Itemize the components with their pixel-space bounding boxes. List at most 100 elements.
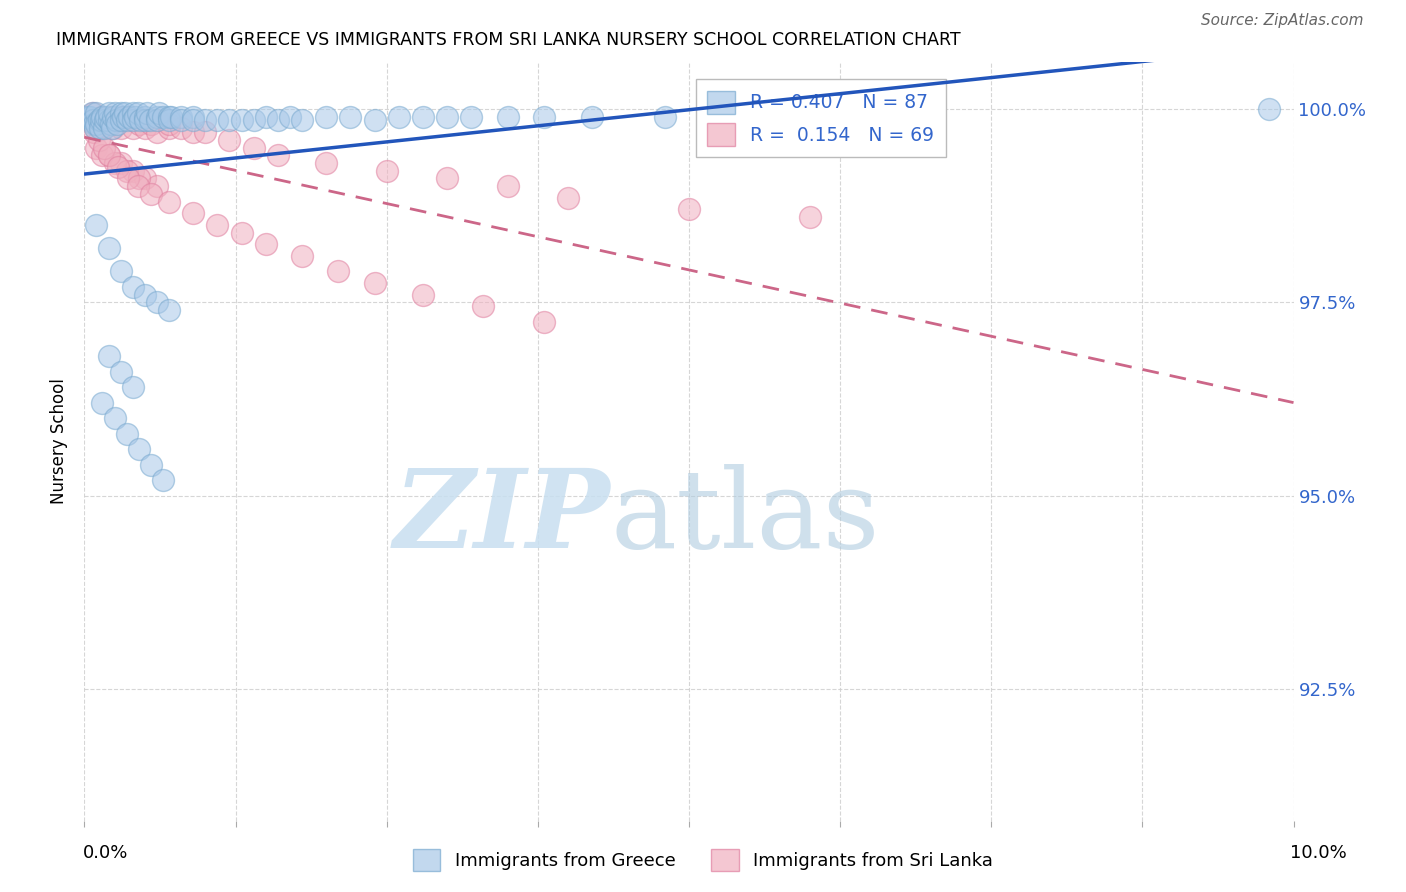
Point bbox=[128, 117, 150, 131]
Point bbox=[654, 110, 676, 124]
Point bbox=[97, 241, 120, 255]
Point bbox=[170, 113, 193, 128]
Point bbox=[115, 426, 138, 441]
Point bbox=[170, 110, 193, 124]
Point bbox=[134, 287, 156, 301]
Point bbox=[94, 113, 117, 128]
Point bbox=[139, 458, 162, 472]
Point bbox=[129, 113, 152, 128]
Point bbox=[146, 179, 169, 194]
Point bbox=[412, 287, 434, 301]
Point bbox=[87, 117, 110, 131]
Point bbox=[103, 121, 125, 136]
Point bbox=[134, 110, 156, 124]
Point bbox=[315, 156, 337, 170]
Point bbox=[97, 117, 120, 131]
Point bbox=[1258, 102, 1281, 116]
Point bbox=[146, 295, 169, 310]
Point bbox=[339, 110, 361, 124]
Point bbox=[110, 105, 132, 120]
Text: Source: ZipAtlas.com: Source: ZipAtlas.com bbox=[1201, 13, 1364, 28]
Point bbox=[91, 396, 114, 410]
Legend: R = 0.407   N = 87, R =  0.154   N = 69: R = 0.407 N = 87, R = 0.154 N = 69 bbox=[696, 79, 946, 157]
Point bbox=[315, 110, 337, 124]
Point bbox=[388, 110, 411, 124]
Point bbox=[157, 194, 180, 209]
Point bbox=[86, 140, 108, 154]
Point bbox=[128, 442, 150, 457]
Point bbox=[84, 121, 107, 136]
Point bbox=[157, 117, 180, 131]
Point bbox=[97, 350, 120, 364]
Point bbox=[121, 113, 143, 128]
Point bbox=[101, 121, 124, 136]
Point bbox=[291, 249, 314, 263]
Point bbox=[93, 121, 115, 136]
Point bbox=[267, 148, 290, 162]
Point bbox=[160, 110, 183, 124]
Point bbox=[86, 105, 108, 120]
Point bbox=[267, 113, 290, 128]
Point bbox=[124, 110, 146, 124]
Point bbox=[181, 125, 204, 139]
Point bbox=[139, 186, 162, 201]
Point bbox=[254, 237, 277, 252]
Point bbox=[799, 210, 821, 224]
Point bbox=[110, 113, 132, 128]
Point bbox=[76, 110, 98, 124]
Point bbox=[146, 113, 169, 128]
Point bbox=[91, 148, 114, 162]
Point bbox=[678, 202, 700, 217]
Point bbox=[218, 133, 240, 147]
Point bbox=[194, 113, 217, 128]
Point bbox=[97, 148, 120, 162]
Point bbox=[87, 113, 110, 128]
Point bbox=[136, 105, 159, 120]
Point bbox=[110, 365, 132, 379]
Point bbox=[472, 299, 495, 313]
Point bbox=[278, 110, 301, 124]
Point bbox=[100, 117, 122, 131]
Point bbox=[110, 121, 132, 136]
Point bbox=[86, 117, 108, 131]
Point bbox=[375, 163, 398, 178]
Point bbox=[80, 105, 103, 120]
Point bbox=[181, 206, 204, 220]
Point bbox=[207, 113, 229, 128]
Point bbox=[105, 117, 128, 131]
Point bbox=[242, 113, 264, 128]
Point bbox=[157, 113, 180, 128]
Point bbox=[82, 113, 104, 128]
Point bbox=[128, 171, 150, 186]
Point bbox=[496, 179, 519, 194]
Point bbox=[93, 140, 115, 154]
Point bbox=[207, 218, 229, 232]
Point bbox=[134, 171, 156, 186]
Point bbox=[157, 303, 180, 318]
Point bbox=[363, 276, 385, 290]
Point bbox=[152, 473, 174, 487]
Point bbox=[79, 110, 101, 124]
Point bbox=[581, 110, 603, 124]
Point bbox=[97, 105, 120, 120]
Point bbox=[412, 110, 434, 124]
Point bbox=[104, 411, 127, 425]
Point bbox=[134, 113, 156, 128]
Point bbox=[170, 121, 193, 136]
Point bbox=[87, 133, 110, 147]
Point bbox=[242, 140, 264, 154]
Point bbox=[110, 264, 132, 278]
Point bbox=[77, 110, 100, 124]
Point bbox=[152, 110, 174, 124]
Point bbox=[148, 105, 170, 120]
Point bbox=[157, 110, 180, 124]
Point bbox=[121, 163, 143, 178]
Text: ZIP: ZIP bbox=[394, 464, 610, 571]
Point bbox=[86, 113, 108, 128]
Point bbox=[533, 315, 555, 329]
Text: IMMIGRANTS FROM GREECE VS IMMIGRANTS FROM SRI LANKA NURSERY SCHOOL CORRELATION C: IMMIGRANTS FROM GREECE VS IMMIGRANTS FRO… bbox=[56, 31, 960, 49]
Point bbox=[146, 125, 169, 139]
Point bbox=[97, 113, 120, 128]
Point bbox=[83, 117, 105, 131]
Point bbox=[93, 121, 115, 136]
